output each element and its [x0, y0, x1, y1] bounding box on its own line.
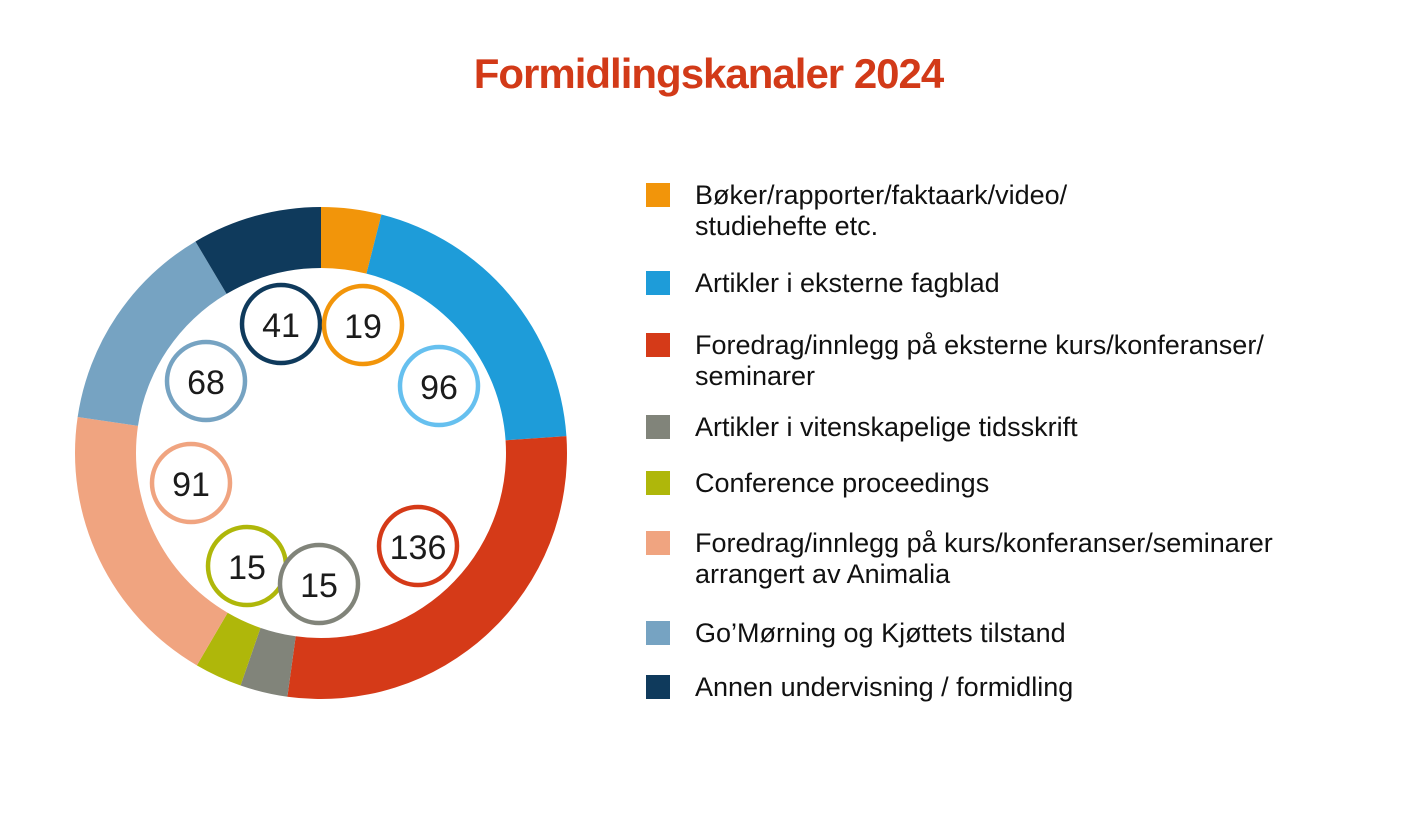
- value-badge-circle: [321, 283, 405, 367]
- legend-label-line: Annen undervisning / formidling: [695, 672, 1074, 702]
- value-badge: 96: [397, 344, 481, 428]
- legend-swatch: [646, 415, 670, 439]
- legend-swatch: [646, 531, 670, 555]
- value-badge: 136: [376, 504, 460, 588]
- legend-label: Foredrag/innlegg på kurs/konferanser/sem…: [695, 528, 1273, 590]
- value-badge: 91: [149, 441, 233, 525]
- donut-chart: 41 19 96 68 91 15 15 136: [55, 187, 587, 719]
- legend-label-line: Artikler i vitenskapelige tidsskrift: [695, 412, 1078, 442]
- value-badge: 19: [321, 283, 405, 367]
- legend-swatch: [646, 471, 670, 495]
- legend-item: Foredrag/innlegg på eksterne kurs/konfer…: [646, 330, 1264, 392]
- donut-segment: [287, 436, 567, 700]
- value-badge-number: 91: [172, 466, 210, 504]
- value-badge: 15: [277, 542, 361, 626]
- value-badge-number: 15: [228, 549, 266, 587]
- legend-label: Artikler i eksterne fagblad: [695, 268, 1000, 299]
- legend-label-line: Foredrag/innlegg på kurs/konferanser/sem…: [695, 528, 1273, 558]
- legend-label-line: Bøker/rapporter/faktaark/video/: [695, 180, 1068, 210]
- legend-label: Foredrag/innlegg på eksterne kurs/konfer…: [695, 330, 1264, 392]
- donut-segment: [240, 627, 296, 697]
- value-badge-number: 19: [344, 308, 382, 346]
- value-badge: 15: [205, 524, 289, 608]
- legend-item: Go’Mørning og Kjøttets tilstand: [646, 618, 1066, 649]
- value-badge-circle: [376, 504, 460, 588]
- legend-label: Bøker/rapporter/faktaark/video/studiehef…: [695, 180, 1067, 242]
- value-badge-number: 96: [420, 369, 458, 407]
- value-badge-number: 136: [390, 529, 447, 567]
- legend-label: Go’Mørning og Kjøttets tilstand: [695, 618, 1066, 649]
- value-badge-number: 15: [300, 567, 338, 605]
- legend-label-line: Go’Mørning og Kjøttets tilstand: [695, 618, 1066, 648]
- legend-swatch: [646, 675, 670, 699]
- donut-segment: [74, 416, 228, 666]
- donut-segment: [366, 214, 567, 441]
- legend-label-line: Conference proceedings: [695, 468, 990, 498]
- value-badge-number: 41: [262, 307, 300, 345]
- legend-swatch: [646, 183, 670, 207]
- legend-item: Bøker/rapporter/faktaark/video/studiehef…: [646, 180, 1067, 242]
- value-badge-circle: [149, 441, 233, 525]
- value-badge-number: 68: [187, 364, 225, 402]
- value-badge-circle: [239, 282, 323, 366]
- legend-swatch: [646, 333, 670, 357]
- legend-swatch: [646, 621, 670, 645]
- value-badge: 68: [164, 339, 248, 423]
- legend-label: Conference proceedings: [695, 468, 989, 499]
- legend-item: Foredrag/innlegg på kurs/konferanser/sem…: [646, 528, 1273, 590]
- legend-label-line: seminarer: [695, 361, 816, 391]
- donut-segment: [77, 241, 227, 426]
- value-badge-circle: [277, 542, 361, 626]
- legend-swatch: [646, 271, 670, 295]
- legend-label: Artikler i vitenskapelige tidsskrift: [695, 412, 1078, 443]
- legend-item: Artikler i eksterne fagblad: [646, 268, 1000, 299]
- value-badge-circle: [397, 344, 481, 428]
- legend-label-line: studiehefte etc.: [695, 211, 879, 241]
- value-badge-circle: [164, 339, 248, 423]
- chart-legend: Bøker/rapporter/faktaark/video/studiehef…: [646, 178, 1386, 738]
- donut-segment: [195, 207, 321, 294]
- legend-label-line: Foredrag/innlegg på eksterne kurs/konfer…: [695, 330, 1264, 360]
- legend-label-line: Artikler i eksterne fagblad: [695, 268, 1000, 298]
- donut-segment: [196, 612, 261, 686]
- legend-label-line: arrangert av Animalia: [695, 559, 951, 589]
- legend-item: Annen undervisning / formidling: [646, 672, 1073, 703]
- value-badge: 41: [239, 282, 323, 366]
- legend-item: Conference proceedings: [646, 468, 989, 499]
- chart-title: Formidlingskanaler 2024: [473, 50, 945, 97]
- donut-segment: [321, 207, 382, 274]
- legend-label: Annen undervisning / formidling: [695, 672, 1073, 703]
- donut-svg: 41 19 96 68 91 15 15 136: [74, 207, 567, 700]
- legend-item: Artikler i vitenskapelige tidsskrift: [646, 412, 1078, 443]
